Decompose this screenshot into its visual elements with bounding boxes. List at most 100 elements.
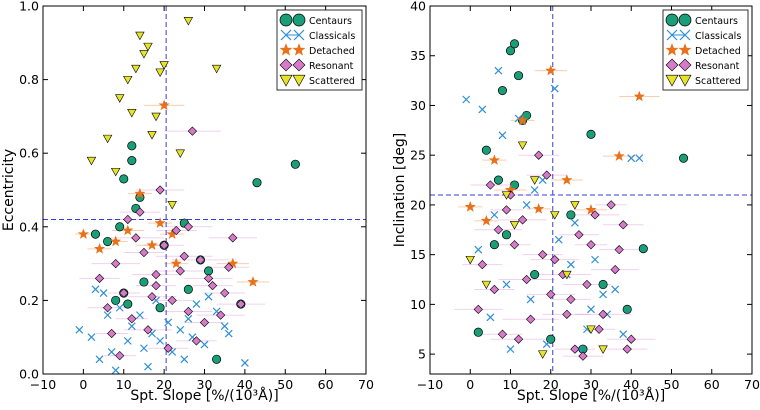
x-tick-label: 50 (277, 377, 293, 392)
data-point-classicals (474, 245, 483, 254)
data-point-classicals (156, 336, 165, 345)
legend-item-scattered: Scattered (665, 74, 741, 87)
data-point-classicals (635, 154, 644, 163)
data-point-scattered (175, 149, 185, 159)
data-point-centaurs (509, 39, 520, 49)
data-point-detached (516, 114, 529, 126)
data-point-classicals-stroke-b (192, 300, 201, 309)
data-point-resonant (163, 343, 173, 353)
data-point-resonant (570, 344, 580, 354)
legend-item-resonant: Resonant (279, 58, 354, 72)
data-point-classicals-stroke-b (168, 347, 177, 356)
data-point-resonant (473, 304, 483, 314)
data-point-detached (93, 243, 106, 254)
legend-label: Classicals (309, 31, 355, 42)
data-point-classicals-stroke-b (591, 255, 599, 264)
data-point-classicals-stroke-b (144, 362, 152, 371)
data-point-classicals (587, 305, 595, 314)
legend-label: Resonant (309, 61, 354, 72)
data-point-classicals (550, 84, 559, 93)
data-point-classicals-stroke-b (220, 322, 229, 331)
data-point-classicals (570, 218, 579, 227)
data-point-classicals (107, 347, 116, 356)
data-point-classicals-stroke-b (566, 260, 575, 269)
data-point-resonant (175, 266, 185, 276)
x-tick-label: −10 (30, 377, 56, 392)
x-axis-label: Spt. Slope [%/(10³Å)] (130, 387, 278, 404)
data-point-resonant (203, 273, 214, 283)
data-point-classicals-stroke-b (635, 154, 644, 163)
legend-item-centaurs: Centaurs (665, 13, 738, 27)
data-point-detached (585, 204, 597, 215)
data-point-detached (146, 239, 158, 250)
data-point-centaurs (155, 303, 165, 313)
data-point-classicals (99, 289, 108, 297)
legend-marker (678, 13, 692, 27)
data-point-detached (110, 235, 122, 247)
legend-label: Detached (309, 46, 355, 57)
data-point-centaurs (90, 229, 101, 239)
data-point-resonant (477, 259, 487, 270)
data-point-centaurs (566, 210, 576, 220)
x-tick-label: −10 (417, 377, 443, 392)
legend-item-detached: Detached (279, 43, 355, 57)
data-point-resonant (220, 288, 230, 298)
data-point-classicals-stroke-b (530, 186, 539, 194)
data-point-resonant (618, 220, 628, 230)
data-point-resonant (187, 126, 198, 136)
data-point-classicals-stroke-b (522, 200, 531, 209)
data-point-resonant (131, 233, 141, 243)
data-point-classicals (192, 300, 201, 309)
data-point-classicals (111, 366, 120, 375)
data-point-classicals (224, 329, 233, 338)
data-point-scattered (481, 280, 492, 290)
data-point-classicals (87, 333, 96, 342)
data-point-classicals (135, 311, 144, 320)
data-point-centaurs (139, 277, 149, 287)
data-point-centaurs (119, 174, 129, 184)
x-tick-label: 40 (623, 377, 639, 392)
data-point-detached (134, 187, 146, 199)
data-point-resonant (534, 150, 544, 160)
x-tick-label: 10 (503, 377, 519, 392)
data-point-resonant (538, 250, 548, 260)
legend-item-detached: Detached (665, 43, 741, 57)
data-point-classicals-stroke-b (115, 303, 124, 312)
data-point-resonant (102, 303, 113, 313)
data-point-resonant (485, 180, 495, 190)
data-point-centaurs (290, 159, 300, 169)
data-point-classicals (95, 355, 104, 364)
legend-marker (665, 58, 679, 72)
data-point-classicals (144, 362, 152, 371)
data-point-classicals-stroke-b (599, 290, 607, 299)
y-tick-label: 15 (410, 247, 426, 262)
data-point-resonant (127, 314, 137, 324)
series-classicals (75, 285, 249, 375)
data-point-detached (480, 214, 492, 226)
data-point-classicals (478, 105, 487, 114)
data-point-scattered (155, 68, 165, 78)
data-point-scattered (537, 350, 548, 359)
y-tick-label: 1.0 (19, 0, 39, 14)
legend: Centaurs Classicals Detached Resonant Scatte… (662, 9, 749, 91)
data-point-resonant (224, 262, 234, 272)
legend-marker (292, 58, 306, 72)
data-point-resonant (517, 215, 528, 225)
data-point-classicals (103, 311, 112, 320)
data-point-centaurs (183, 284, 193, 294)
data-point-classicals (220, 322, 229, 331)
data-point-classicals-stroke-b (498, 131, 507, 140)
data-point-resonant (582, 279, 592, 290)
data-point-resonant (94, 273, 105, 283)
data-point-centaurs (493, 175, 503, 185)
legend-marker (279, 43, 293, 56)
series-scattered (465, 141, 608, 359)
data-point-classicals-stroke-b (164, 318, 173, 327)
x-tick-label: 60 (704, 377, 720, 392)
legend-marker (665, 43, 679, 56)
data-point-classicals-stroke-b (123, 336, 132, 345)
data-point-resonant (207, 281, 218, 291)
y-axis-label: Eccentricity (1, 149, 17, 231)
